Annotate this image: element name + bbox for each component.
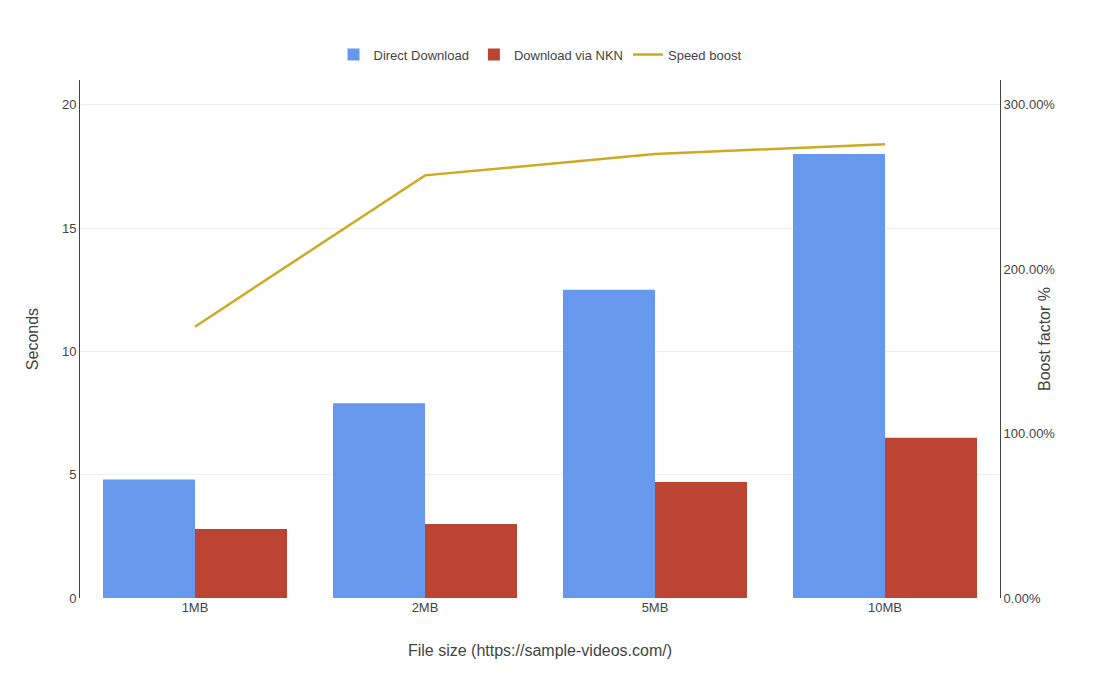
svg-text:0: 0 <box>69 591 76 606</box>
svg-text:100.00%: 100.00% <box>1004 426 1056 441</box>
svg-text:File size (https://sample-vide: File size (https://sample-videos.com/) <box>408 642 672 659</box>
svg-text:Direct Download: Direct Download <box>374 48 469 63</box>
svg-text:15: 15 <box>62 221 76 236</box>
svg-text:Download via NKN: Download via NKN <box>514 48 623 63</box>
svg-text:10MB: 10MB <box>868 600 902 615</box>
svg-text:0.00%: 0.00% <box>1004 591 1041 606</box>
svg-text:20: 20 <box>62 97 76 112</box>
svg-text:Boost factor %: Boost factor % <box>1036 287 1053 391</box>
svg-text:2MB: 2MB <box>412 600 439 615</box>
svg-text:200.00%: 200.00% <box>1004 262 1056 277</box>
svg-text:10: 10 <box>62 344 76 359</box>
svg-text:1MB: 1MB <box>182 600 209 615</box>
svg-text:5: 5 <box>69 467 76 482</box>
svg-text:5MB: 5MB <box>642 600 669 615</box>
svg-text:Seconds: Seconds <box>24 308 41 370</box>
svg-text:300.00%: 300.00% <box>1004 97 1056 112</box>
svg-text:Speed boost: Speed boost <box>668 48 741 63</box>
